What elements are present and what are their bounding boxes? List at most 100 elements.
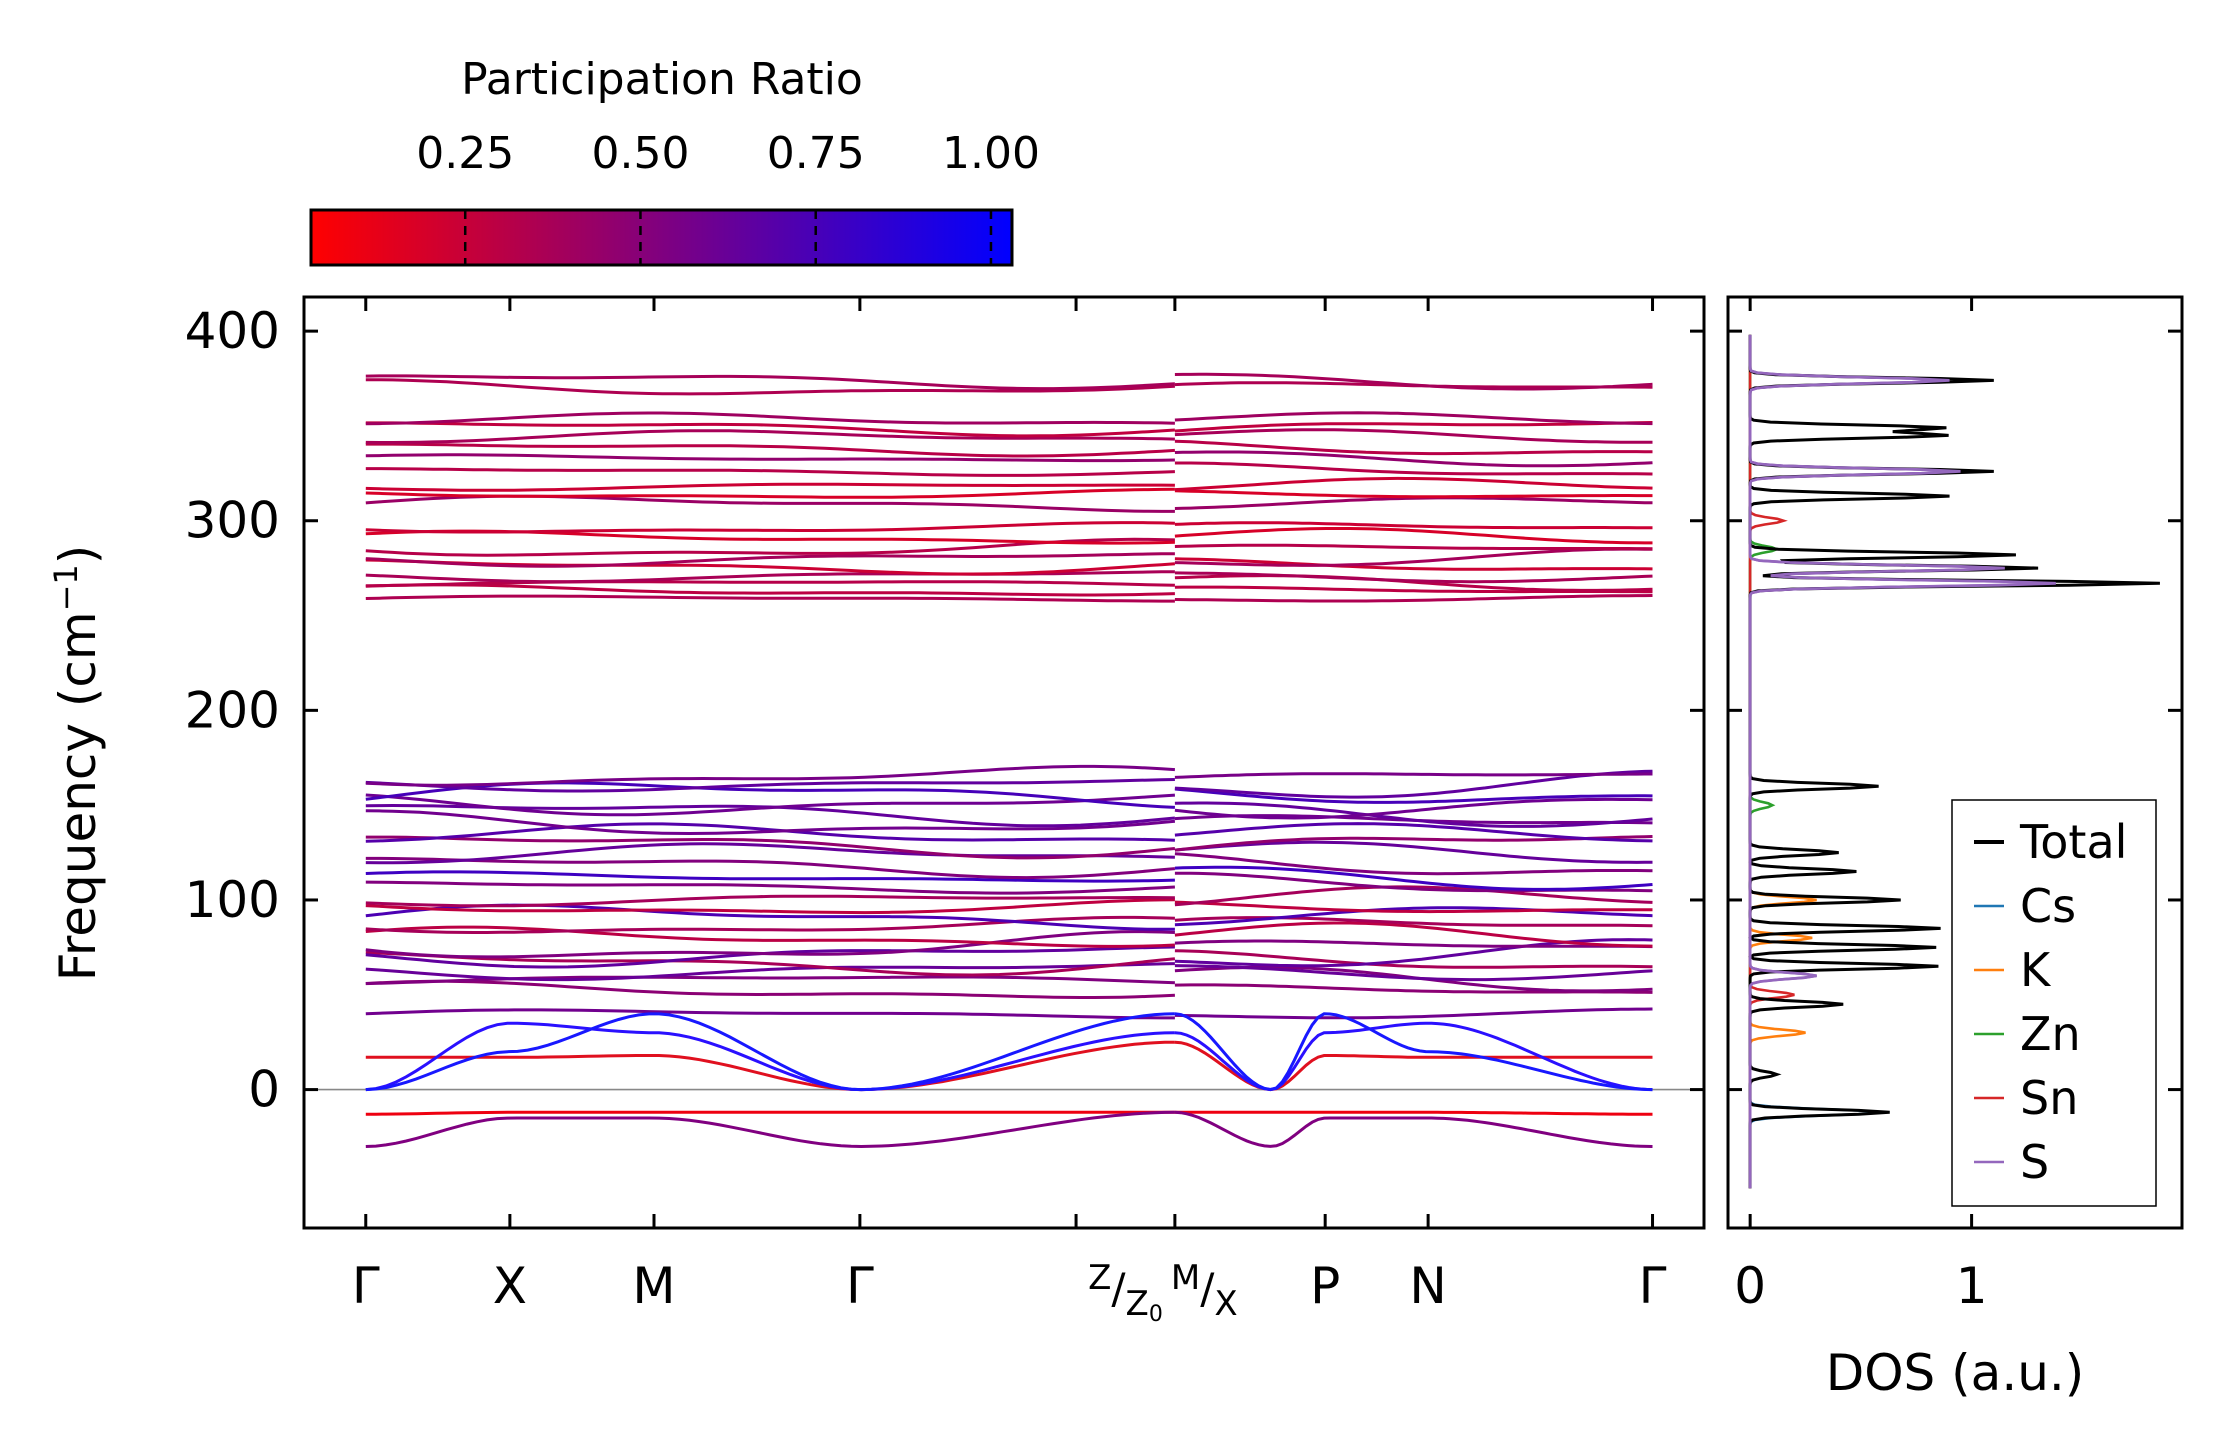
phonon-band	[365, 880, 1175, 895]
phonon-band	[365, 453, 1175, 463]
y-axis-label: Frequency (cm−1)	[47, 545, 107, 982]
phonon-band	[1174, 921, 1653, 948]
phonon-band	[365, 822, 1175, 843]
legend-box	[1951, 799, 2157, 1207]
phonon-band	[1174, 900, 1653, 914]
phonon-band	[1174, 787, 1653, 804]
colorbar: Participation Ratio 0.25 0.50 0.75 1.00	[309, 54, 1040, 267]
phonon-band	[365, 1008, 1175, 1020]
phonon-band	[365, 583, 1175, 597]
x-tick-label: Γ	[1639, 1257, 1667, 1315]
phonon-band	[365, 487, 1175, 499]
acoustic-band	[1174, 1012, 1653, 1092]
y-axis-label-text: Frequency (cm	[49, 611, 107, 981]
phonon-band	[1174, 885, 1653, 907]
acoustic-band	[365, 1021, 1175, 1092]
phonon-band	[1174, 557, 1653, 571]
phonon-band	[1174, 1007, 1653, 1020]
x-tick-label: P	[1310, 1257, 1340, 1315]
phonon-band	[365, 951, 1176, 977]
acoustic-band	[1174, 1110, 1653, 1148]
phonon-band	[365, 378, 1175, 396]
phonon-band	[365, 421, 1175, 438]
phonon-band	[1174, 476, 1653, 492]
phonon-band	[1174, 372, 1653, 391]
phonon-band	[1174, 916, 1653, 928]
phonon-band	[1174, 450, 1653, 468]
phonon-band	[1174, 772, 1653, 779]
phonon-band	[1174, 461, 1653, 476]
x-tick-label: Γ	[846, 1257, 874, 1315]
phonon-band	[1174, 801, 1653, 828]
legend-label-sn: Sn	[2020, 1071, 2078, 1125]
phonon-band	[365, 898, 1175, 915]
legend-label-total: Total	[2019, 815, 2127, 869]
phonon-band	[365, 793, 1175, 817]
phonon-band	[1174, 852, 1653, 876]
colorbar-tick-label: 0.75	[767, 128, 865, 179]
phonon-band	[1174, 840, 1653, 864]
acoustic-band	[1174, 1110, 1653, 1116]
phonon-band	[365, 521, 1175, 534]
phonon-band	[1174, 496, 1653, 510]
colorbar-tick-label: 1.00	[942, 128, 1040, 179]
dos-x-tick-label: 1	[1956, 1257, 1988, 1315]
phonon-band	[1174, 939, 1653, 949]
phonon-band	[1174, 421, 1653, 433]
phonon-band	[365, 482, 1175, 492]
phonon-band	[1174, 543, 1653, 551]
acoustic-band	[365, 1012, 1175, 1092]
phonon-band	[1174, 521, 1653, 530]
phonon-band	[1174, 547, 1653, 567]
band-structure-panel: 0 100 200 300 400 Γ X M Γ P N Γ Z/Z0M/X Frequency (c…	[47, 295, 1706, 1327]
legend-label-s: S	[2020, 1135, 2049, 1189]
phonon-band	[365, 552, 1175, 568]
colorbar-title: Participation Ratio	[461, 54, 863, 105]
y-tick-label: 0	[248, 1061, 280, 1119]
phonon-band	[365, 894, 1175, 908]
x-tick-label: M	[632, 1257, 675, 1315]
phonon-band	[1174, 489, 1653, 499]
phonon-band	[365, 979, 1175, 999]
phonon-band	[1174, 964, 1653, 982]
phonon-band	[365, 915, 1175, 934]
phonon-band	[1174, 949, 1653, 969]
x-tick-label: Γ	[352, 1257, 380, 1315]
phonon-band	[365, 842, 1175, 865]
x-tick-label-boundary: Z/Z0M/X	[1088, 1258, 1238, 1327]
dos-legend: Total Cs K Zn Sn S	[1951, 799, 2157, 1207]
colorbar-tick-label: 0.25	[416, 128, 514, 179]
dos-axes-frame	[1726, 295, 2184, 1230]
legend-label-k: K	[2020, 943, 2052, 997]
phonon-band	[1174, 571, 1653, 584]
phonon-band	[365, 411, 1175, 426]
y-tick-label: 300	[185, 492, 280, 550]
phonon-band	[365, 442, 1175, 458]
dos-panel: 0 1 DOS (a.u.) Total Cs K Zn Sn S	[1726, 295, 2184, 1402]
phonon-band	[365, 962, 1175, 982]
phonon-band	[1174, 439, 1653, 456]
phonon-band	[365, 778, 1175, 793]
y-axis-label-superscript: −1	[47, 564, 85, 611]
dos-curve-s-overlay	[1748, 334, 2056, 1189]
phonon-band	[1174, 411, 1653, 426]
phonon-band	[365, 580, 1175, 588]
y-tick-label: 400	[185, 302, 280, 360]
phonon-band	[1174, 797, 1653, 820]
y-tick-label: 200	[185, 681, 280, 739]
phonon-band	[365, 835, 1176, 860]
phonon-band	[365, 930, 1175, 959]
acoustic-band	[365, 1110, 1175, 1116]
phonon-band	[365, 856, 1176, 880]
phonon-band	[1174, 594, 1653, 603]
x-tick-label: N	[1409, 1257, 1446, 1315]
phonon-band	[365, 925, 1175, 948]
phonon-band	[1174, 865, 1653, 891]
phonon-band	[1174, 906, 1653, 927]
phonon-band	[1174, 822, 1653, 843]
y-axis-label-close: )	[49, 545, 107, 565]
x-axis-label-dos: DOS (a.u.)	[1826, 1344, 2085, 1402]
legend-label-zn: Zn	[2020, 1007, 2081, 1061]
phonon-band	[365, 467, 1175, 477]
